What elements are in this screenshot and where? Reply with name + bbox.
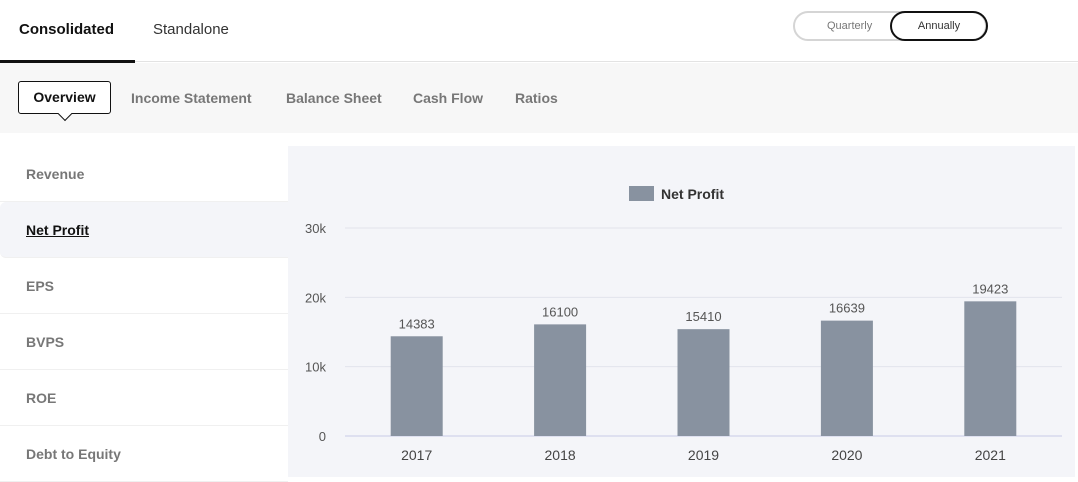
sidebar-item-roe[interactable]: ROE — [0, 370, 288, 426]
x-tick-label: 2018 — [545, 447, 576, 463]
y-tick-label: 30k — [305, 221, 326, 236]
sidebar-item-net-profit[interactable]: Net Profit — [0, 202, 288, 258]
bar-2018[interactable] — [534, 324, 587, 436]
period-toggle[interactable]: Quarterly Annually — [793, 11, 988, 41]
quarterly-option[interactable]: Quarterly — [827, 20, 873, 32]
y-tick-label: 10k — [305, 360, 326, 375]
net-profit-chart: Net Profit 0 10k 20k 30k 14383 2017 16100 2018 1… — [305, 186, 1062, 463]
x-tick-label: 2017 — [401, 447, 432, 463]
bar-2021[interactable] — [964, 301, 1017, 436]
legend-label: Net Profit — [661, 186, 724, 202]
data-label: 15410 — [685, 309, 721, 324]
data-label: 16639 — [829, 301, 865, 316]
sidebar-item-revenue[interactable]: Revenue — [0, 146, 288, 202]
tab-ratios[interactable]: Ratios — [515, 90, 558, 106]
sidebar-item-debt-to-equity[interactable]: Debt to Equity — [0, 426, 288, 482]
sidebar-item-eps[interactable]: EPS — [0, 258, 288, 314]
tab-overview[interactable]: Overview — [18, 81, 111, 114]
metric-sidebar: Revenue Net Profit EPS BVPS ROE Debt to … — [0, 146, 288, 482]
bar-2017[interactable] — [390, 336, 443, 436]
sidebar-item-bvps[interactable]: BVPS — [0, 314, 288, 370]
bar-2020[interactable] — [820, 320, 873, 436]
y-tick-label: 20k — [305, 290, 326, 305]
tab-cash-flow[interactable]: Cash Flow — [413, 90, 484, 106]
chart-panel: Net Profit 0 10k 20k 30k 14383 2017 16100 2018 1… — [288, 146, 1075, 477]
statement-tabs: Overview Income Statement Balance Sheet … — [0, 63, 1078, 133]
y-tick-label: 0 — [319, 429, 326, 444]
x-tick-label: 2019 — [688, 447, 719, 463]
active-tab-indicator — [0, 60, 135, 63]
tab-consolidated[interactable]: Consolidated — [19, 21, 115, 38]
bar-2019[interactable] — [677, 329, 730, 436]
tab-standalone[interactable]: Standalone — [153, 21, 229, 38]
legend-swatch — [629, 186, 654, 201]
annually-option[interactable]: Annually — [890, 11, 988, 41]
tab-income-statement[interactable]: Income Statement — [131, 90, 252, 106]
data-label: 14383 — [399, 316, 435, 331]
data-label: 16100 — [542, 304, 578, 319]
x-tick-label: 2020 — [831, 447, 862, 463]
tab-balance-sheet[interactable]: Balance Sheet — [286, 90, 382, 106]
data-label: 19423 — [972, 281, 1008, 296]
x-tick-label: 2021 — [975, 447, 1006, 463]
view-tabs: Consolidated Standalone Quarterly Annual… — [0, 0, 1078, 63]
